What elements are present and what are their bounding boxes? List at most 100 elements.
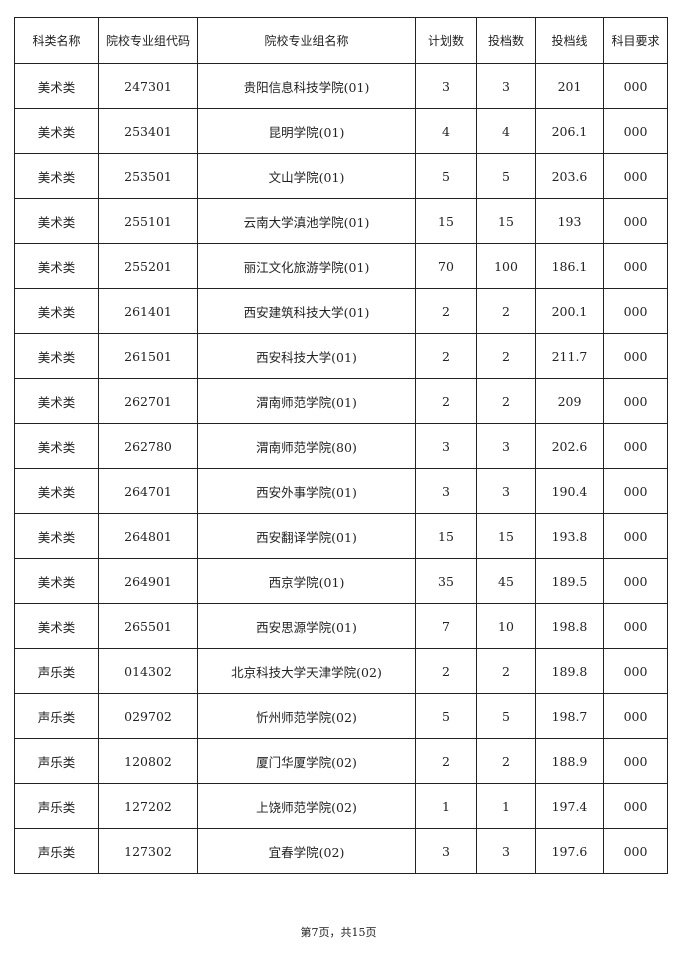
cell-group-code: 253501 xyxy=(98,153,198,199)
cell-group-code: 264801 xyxy=(98,513,198,559)
cell-plan-count: 3 xyxy=(415,828,477,874)
cell-group-name: 文山学院(01) xyxy=(197,153,416,199)
cell-admitted-count: 5 xyxy=(476,153,536,199)
cell-plan-count: 7 xyxy=(415,603,477,649)
cell-group-name: 西安科技大学(01) xyxy=(197,333,416,379)
cell-cutoff-score: 200.1 xyxy=(535,288,604,334)
cell-admitted-count: 1 xyxy=(476,783,536,829)
cell-cutoff-score: 193.8 xyxy=(535,513,604,559)
cell-cutoff-score: 186.1 xyxy=(535,243,604,289)
cell-cutoff-score: 198.8 xyxy=(535,603,604,649)
cell-group-code: 262780 xyxy=(98,423,198,469)
cell-plan-count: 35 xyxy=(415,558,477,604)
cell-admitted-count: 2 xyxy=(476,333,536,379)
cell-subject-requirement: 000 xyxy=(603,288,668,334)
header-subject-requirement: 科目要求 xyxy=(603,17,668,64)
cell-group-code: 253401 xyxy=(98,108,198,154)
cell-cutoff-score: 190.4 xyxy=(535,468,604,514)
cell-category: 美术类 xyxy=(14,423,99,469)
cell-group-code: 264701 xyxy=(98,468,198,514)
cell-category: 美术类 xyxy=(14,63,99,109)
cell-category: 美术类 xyxy=(14,243,99,289)
cell-subject-requirement: 000 xyxy=(603,603,668,649)
table-row: 美术类 262701 渭南师范学院(01) 2 2 209 000 xyxy=(14,378,668,424)
cell-cutoff-score: 203.6 xyxy=(535,153,604,199)
cell-category: 美术类 xyxy=(14,513,99,559)
table-row: 美术类 261501 西安科技大学(01) 2 2 211.7 000 xyxy=(14,333,668,379)
cell-group-name: 丽江文化旅游学院(01) xyxy=(197,243,416,289)
cell-group-code: 255101 xyxy=(98,198,198,244)
cell-cutoff-score: 197.4 xyxy=(535,783,604,829)
table-row: 声乐类 014302 北京科技大学天津学院(02) 2 2 189.8 000 xyxy=(14,648,668,694)
cell-plan-count: 2 xyxy=(415,378,477,424)
table-body: 美术类 247301 贵阳信息科技学院(01) 3 3 201 000 美术类 253401 昆明… xyxy=(14,63,668,874)
cell-cutoff-score: 211.7 xyxy=(535,333,604,379)
cell-admitted-count: 100 xyxy=(476,243,536,289)
header-category: 科类名称 xyxy=(14,17,99,64)
cell-admitted-count: 3 xyxy=(476,468,536,514)
table-row: 美术类 253501 文山学院(01) 5 5 203.6 000 xyxy=(14,153,668,199)
cell-plan-count: 2 xyxy=(415,288,477,334)
cell-plan-count: 1 xyxy=(415,783,477,829)
cell-subject-requirement: 000 xyxy=(603,738,668,784)
cell-cutoff-score: 193 xyxy=(535,198,604,244)
cell-group-name: 云南大学滇池学院(01) xyxy=(197,198,416,244)
cell-cutoff-score: 209 xyxy=(535,378,604,424)
cell-category: 美术类 xyxy=(14,603,99,649)
cell-plan-count: 2 xyxy=(415,648,477,694)
table-row: 声乐类 029702 忻州师范学院(02) 5 5 198.7 000 xyxy=(14,693,668,739)
cell-category: 声乐类 xyxy=(14,828,99,874)
cell-group-name: 西安思源学院(01) xyxy=(197,603,416,649)
table-row: 美术类 255101 云南大学滇池学院(01) 15 15 193 000 xyxy=(14,198,668,244)
cell-subject-requirement: 000 xyxy=(603,198,668,244)
cell-group-name: 西京学院(01) xyxy=(197,558,416,604)
cell-group-name: 宜春学院(02) xyxy=(197,828,416,874)
cell-cutoff-score: 202.6 xyxy=(535,423,604,469)
cell-subject-requirement: 000 xyxy=(603,513,668,559)
cell-cutoff-score: 189.5 xyxy=(535,558,604,604)
cell-plan-count: 15 xyxy=(415,198,477,244)
table-row: 美术类 262780 渭南师范学院(80) 3 3 202.6 000 xyxy=(14,423,668,469)
header-row: 科类名称 院校专业组代码 院校专业组名称 计划数 投档数 投档线 科目要求 xyxy=(14,17,668,64)
cell-group-code: 029702 xyxy=(98,693,198,739)
table-row: 声乐类 127302 宜春学院(02) 3 3 197.6 000 xyxy=(14,828,668,874)
cell-group-name: 西安外事学院(01) xyxy=(197,468,416,514)
cell-group-code: 014302 xyxy=(98,648,198,694)
table-row: 美术类 264801 西安翻译学院(01) 15 15 193.8 000 xyxy=(14,513,668,559)
cell-group-code: 127302 xyxy=(98,828,198,874)
cell-subject-requirement: 000 xyxy=(603,783,668,829)
cell-subject-requirement: 000 xyxy=(603,108,668,154)
cell-cutoff-score: 201 xyxy=(535,63,604,109)
cell-group-name: 西安建筑科技大学(01) xyxy=(197,288,416,334)
cell-category: 美术类 xyxy=(14,558,99,604)
cell-admitted-count: 2 xyxy=(476,738,536,784)
cell-plan-count: 15 xyxy=(415,513,477,559)
header-admitted-count: 投档数 xyxy=(476,17,536,64)
cell-admitted-count: 2 xyxy=(476,378,536,424)
cell-admitted-count: 5 xyxy=(476,693,536,739)
cell-plan-count: 3 xyxy=(415,63,477,109)
table-row: 声乐类 127202 上饶师范学院(02) 1 1 197.4 000 xyxy=(14,783,668,829)
cell-group-code: 265501 xyxy=(98,603,198,649)
cell-admitted-count: 15 xyxy=(476,198,536,244)
cell-cutoff-score: 198.7 xyxy=(535,693,604,739)
cell-group-name: 忻州师范学院(02) xyxy=(197,693,416,739)
cell-category: 声乐类 xyxy=(14,783,99,829)
table-row: 声乐类 120802 厦门华厦学院(02) 2 2 188.9 000 xyxy=(14,738,668,784)
cell-plan-count: 3 xyxy=(415,468,477,514)
cell-subject-requirement: 000 xyxy=(603,243,668,289)
cell-group-name: 西安翻译学院(01) xyxy=(197,513,416,559)
table-row: 美术类 264901 西京学院(01) 35 45 189.5 000 xyxy=(14,558,668,604)
cell-subject-requirement: 000 xyxy=(603,648,668,694)
cell-subject-requirement: 000 xyxy=(603,153,668,199)
cell-admitted-count: 3 xyxy=(476,63,536,109)
cell-group-name: 北京科技大学天津学院(02) xyxy=(197,648,416,694)
cell-subject-requirement: 000 xyxy=(603,63,668,109)
cell-admitted-count: 45 xyxy=(476,558,536,604)
cell-plan-count: 5 xyxy=(415,153,477,199)
cell-category: 美术类 xyxy=(14,468,99,514)
table-row: 美术类 255201 丽江文化旅游学院(01) 70 100 186.1 000 xyxy=(14,243,668,289)
cell-group-name: 昆明学院(01) xyxy=(197,108,416,154)
cell-category: 美术类 xyxy=(14,333,99,379)
cell-category: 美术类 xyxy=(14,288,99,334)
